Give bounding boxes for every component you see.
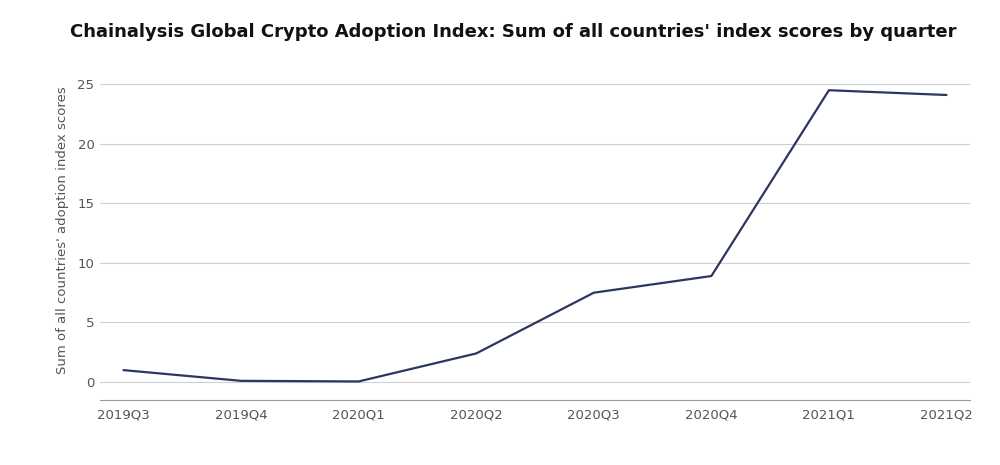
Text: Chainalysis Global Crypto Adoption Index: Sum of all countries' index scores by : Chainalysis Global Crypto Adoption Index… [70, 23, 956, 41]
Y-axis label: Sum of all countries' adoption index scores: Sum of all countries' adoption index sco… [56, 86, 69, 374]
